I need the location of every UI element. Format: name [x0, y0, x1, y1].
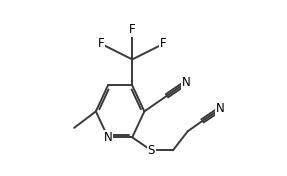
Text: F: F [160, 37, 167, 50]
Text: F: F [129, 23, 135, 36]
Text: F: F [98, 37, 104, 50]
Text: N: N [104, 131, 113, 144]
Text: N: N [182, 76, 190, 89]
Text: S: S [148, 144, 155, 157]
Text: N: N [216, 102, 225, 115]
